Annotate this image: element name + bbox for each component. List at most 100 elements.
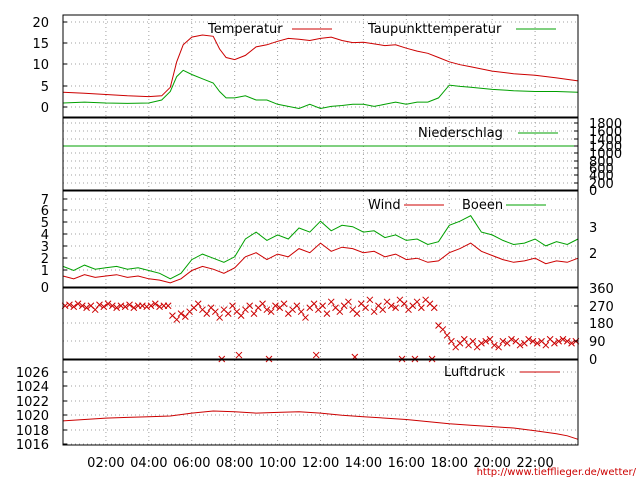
temperature-panel-frame [62, 14, 579, 118]
wind-direction-point [495, 343, 502, 351]
wind-direction-point [323, 310, 331, 317]
wind-direction-point [143, 303, 151, 311]
series-line-boeen [62, 215, 579, 280]
wind-direction-point [151, 300, 159, 308]
wind-direction-point [362, 304, 369, 312]
wind-direction-point [113, 304, 120, 312]
wind-direction-point [126, 301, 133, 309]
wind-direction-point [310, 300, 318, 308]
wind-direction-point [366, 296, 374, 304]
wind-direction-point [121, 303, 129, 311]
wind-direction-point [259, 300, 266, 308]
wind-direction-point [482, 337, 490, 345]
wind-direction-point [224, 310, 232, 317]
legend-label: Luftdruck [444, 365, 506, 380]
wind-direction-point [312, 351, 320, 359]
wind-direction-point [229, 302, 236, 310]
wind-direction-point [246, 302, 254, 310]
y-tick-label: 360 [589, 282, 614, 297]
y-tick-label: 3 [41, 240, 49, 255]
wind-direction-point [508, 335, 515, 343]
wind-direction-point [387, 302, 395, 310]
wind-direction-point [370, 308, 378, 316]
y-tick-label: 1800 [589, 117, 622, 132]
wind-direction-point [529, 337, 537, 345]
wind-direction-point [563, 337, 571, 345]
wind-direction-point [443, 331, 451, 339]
y-tick-label: 1016 [16, 438, 49, 453]
wind-direction-point [516, 341, 524, 349]
wind-direction-point [551, 339, 558, 347]
y-tick-label-right: 3 [589, 221, 597, 236]
legend-label: Boeen [462, 198, 503, 213]
wind-direction-point [533, 339, 541, 347]
y-tick-label: 4 [41, 228, 49, 243]
wind-direction-point [499, 337, 507, 345]
x-tick-label: 22:00 [516, 456, 553, 471]
x-tick-label: 08:00 [216, 456, 253, 471]
y-tick-label: 1018 [16, 424, 49, 439]
wind-direction-point [490, 341, 498, 349]
wind-direction-point [418, 304, 425, 312]
x-tick-label: 16:00 [388, 456, 425, 471]
y-tick-label: 5 [41, 80, 49, 95]
wind-direction-point [109, 302, 116, 310]
y-tick-label: 180 [589, 317, 614, 332]
x-tick-label: 02:00 [87, 456, 124, 471]
wind-direction-point [542, 341, 550, 349]
wind-direction-point [460, 335, 468, 343]
y-tick-label: 1022 [16, 395, 49, 410]
legend-label: Taupunkttemperatur [367, 22, 502, 37]
wind-direction-point [272, 302, 279, 310]
wind-direction-point [216, 314, 223, 321]
y-tick-label: 1400 [589, 133, 622, 148]
y-tick-label: 1200 [589, 140, 622, 155]
precipitation-panel-frame [62, 117, 579, 191]
y-tick-label: 1000 [589, 147, 622, 162]
footer-url[interactable]: http://www.tiefflieger.de/wetter/ [476, 467, 636, 478]
x-tick-label: 10:00 [259, 456, 296, 471]
wind-direction-point [237, 312, 245, 319]
y-tick-label: 0 [589, 184, 597, 199]
y-tick-label: 1020 [16, 409, 49, 424]
wind-direction-point [250, 310, 258, 317]
pressure-panel-frame [62, 359, 579, 446]
series-line-luftdruck [62, 410, 579, 440]
y-tick-label: 6 [41, 204, 49, 219]
x-tick-label: 18:00 [431, 456, 468, 471]
wind-direction-point [267, 308, 275, 316]
wind-direction-point [430, 304, 438, 312]
wind-direction-point [235, 351, 243, 359]
wind-direction-point [568, 339, 575, 347]
wind-direction-point [448, 337, 455, 345]
wind-direction-point [555, 337, 563, 345]
y-tick-label: 1024 [16, 380, 49, 395]
y-tick-label: 0 [41, 281, 49, 296]
wind-direction-point [212, 308, 219, 316]
y-tick-label: 15 [32, 37, 49, 52]
wind-direction-point [177, 310, 185, 317]
y-tick-label: 270 [589, 300, 614, 315]
wind-direction-point [413, 298, 421, 306]
y-tick-label: 1026 [16, 366, 49, 381]
legend-label: Wind [368, 198, 401, 213]
wind-direction-point [139, 302, 146, 310]
wind-direction-point [293, 302, 301, 310]
y-tick-label: 200 [589, 177, 614, 192]
wind-direction-point [83, 304, 90, 312]
wind-direction-point [100, 303, 108, 311]
x-tick-label: 20:00 [473, 456, 510, 471]
wind-direction-point [164, 302, 172, 310]
wind-direction-point [327, 298, 335, 306]
y-tick-label: 7 [41, 193, 49, 208]
x-tick-label: 14:00 [345, 456, 382, 471]
wind-direction-point [353, 310, 361, 317]
y-tick-label: 0 [41, 101, 49, 116]
legend-label: Niederschlag [418, 126, 503, 141]
wind-direction-point [96, 301, 103, 309]
wind-direction-point [70, 303, 78, 311]
y-tick-label: 20 [32, 16, 49, 31]
y-tick-label: 90 [589, 335, 606, 350]
series-line-temperatur [62, 34, 579, 98]
wind-direction-point [74, 300, 82, 308]
